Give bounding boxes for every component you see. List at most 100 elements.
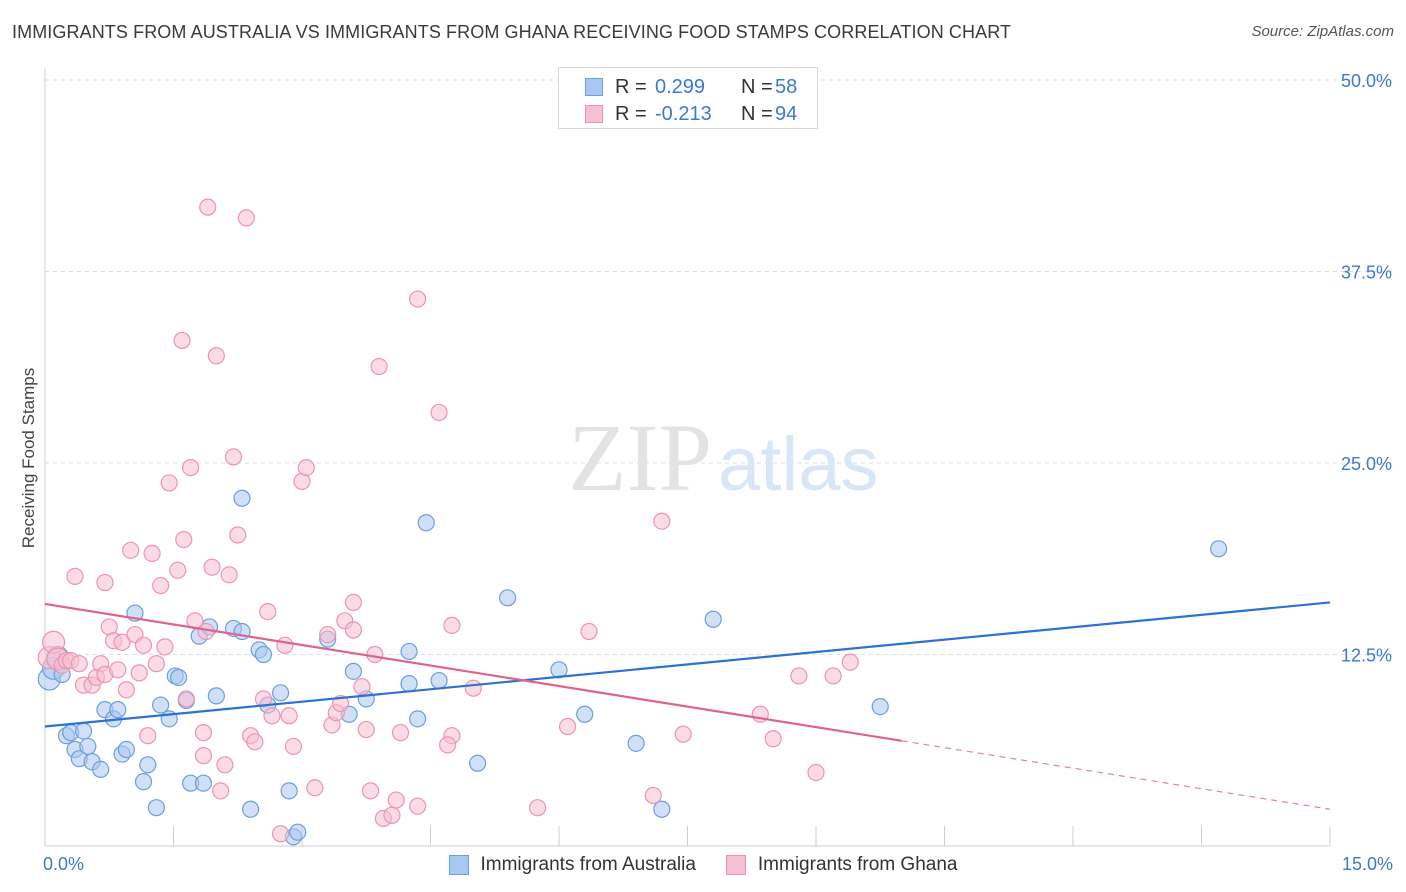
ghana-point xyxy=(366,645,384,664)
australia-point xyxy=(152,696,170,714)
ghana-point xyxy=(220,566,238,584)
ghana-point xyxy=(237,209,255,227)
series-legend: Immigrants from Australia Immigrants fro… xyxy=(0,850,1406,880)
australia-point xyxy=(409,710,427,728)
ghana-trend-line xyxy=(44,602,902,742)
australia-point xyxy=(254,645,273,664)
x-tick-label-max: 15.0% xyxy=(1342,854,1393,874)
ghana-point xyxy=(259,603,277,621)
australia-point xyxy=(469,754,487,772)
australia-point xyxy=(576,705,594,723)
ghana-point xyxy=(528,799,547,817)
australia-point xyxy=(400,642,418,661)
ghana-point xyxy=(246,733,264,751)
ghana-point xyxy=(391,724,410,742)
australia-point xyxy=(627,734,645,752)
x-tick-label-min: 0.0% xyxy=(43,854,84,874)
r-label: R = xyxy=(615,102,647,125)
ghana-point xyxy=(96,573,114,592)
australia-point xyxy=(207,687,225,705)
source-label: Source: ZipAtlas.com xyxy=(1251,23,1394,40)
ghana-point xyxy=(344,621,362,639)
gridlines xyxy=(45,79,1392,655)
tick-labels: 12.5% 25.0% 37.5% 50.0% 0.0% 15.0% xyxy=(43,71,1393,874)
australia-point xyxy=(194,774,213,792)
n-label: N = xyxy=(741,102,773,125)
australia-point xyxy=(704,610,722,628)
ghana-point xyxy=(175,530,193,549)
axes xyxy=(44,68,1331,847)
y-tick-label: 37.5% xyxy=(1341,263,1392,283)
australia-point xyxy=(233,489,251,507)
ghana-point xyxy=(212,782,230,800)
ghana-point xyxy=(297,458,315,477)
ghana-point xyxy=(134,636,153,654)
ghana-point xyxy=(430,403,448,422)
australia-point xyxy=(139,756,157,774)
australia-point xyxy=(417,514,435,532)
ghana-point xyxy=(306,779,324,797)
ghana-point xyxy=(182,458,200,477)
n-label: N = xyxy=(741,75,773,98)
ghana-point xyxy=(207,347,225,365)
ghana-point xyxy=(464,679,482,697)
ghana-point xyxy=(216,756,234,774)
ghana-point xyxy=(152,576,170,595)
r-value: 0.299 xyxy=(655,75,706,98)
australia-point xyxy=(430,671,448,690)
australia-point xyxy=(147,799,165,817)
australia-point xyxy=(289,823,307,841)
ghana-point xyxy=(194,724,213,742)
y-tick-label: 12.5% xyxy=(1341,646,1392,666)
ghana-point xyxy=(122,541,140,559)
ghana-point xyxy=(147,655,165,673)
ghana-point xyxy=(173,331,191,350)
australia-point xyxy=(1210,540,1228,558)
australia-point xyxy=(170,668,188,687)
ghana-point xyxy=(331,694,350,713)
ghana-point xyxy=(409,290,427,308)
ghana-point xyxy=(203,558,221,576)
n-value: 58 xyxy=(775,75,798,98)
australia-point xyxy=(74,722,93,740)
ghana-point xyxy=(117,681,135,699)
ghana-point xyxy=(807,763,825,782)
australia-point xyxy=(400,675,418,693)
australia-point xyxy=(109,701,127,719)
ghana-point xyxy=(653,512,671,530)
chart-title: IMMIGRANTS FROM AUSTRALIA VS IMMIGRANTS … xyxy=(12,22,1012,42)
australia-swatch xyxy=(585,78,603,96)
ghana-point xyxy=(409,797,427,815)
ghana-point xyxy=(319,625,337,644)
legend-label: Immigrants from Ghana xyxy=(757,854,958,875)
ghana-point xyxy=(764,730,782,748)
ghana-point xyxy=(443,616,461,634)
ghana-point xyxy=(387,791,405,809)
legend-item-australia[interactable]: Immigrants from Australia xyxy=(448,850,696,880)
ghana-point xyxy=(271,825,290,843)
y-tick-label: 50.0% xyxy=(1341,71,1392,91)
watermark-atlas: atlas xyxy=(718,422,879,507)
legend-row-australia: R = 0.299 N = 58 xyxy=(585,73,797,101)
australia-point xyxy=(92,760,110,779)
ghana-point xyxy=(284,737,303,756)
legend-item-ghana[interactable]: Immigrants from Ghana xyxy=(725,850,958,880)
legend-label: Immigrants from Australia xyxy=(480,854,696,875)
ghana-point xyxy=(824,667,842,685)
correlation-legend: R = 0.299 N = 58 R = -0.213 N = 94 xyxy=(558,67,818,129)
ghana-point xyxy=(199,198,217,216)
y-axis-label: Receiving Food Stamps xyxy=(19,368,38,548)
ghana-point xyxy=(674,725,692,743)
ghana-point xyxy=(353,678,371,696)
ghana-point xyxy=(160,474,178,492)
n-value: 94 xyxy=(775,102,798,125)
australia-point xyxy=(499,589,517,607)
australia-trend-line xyxy=(44,601,1331,728)
ghana-point xyxy=(66,567,84,585)
r-value: -0.213 xyxy=(655,102,712,125)
trend-lines xyxy=(44,601,1331,810)
ghana-point xyxy=(169,561,187,579)
ghana-point xyxy=(558,717,577,736)
australia-swatch xyxy=(448,855,469,875)
